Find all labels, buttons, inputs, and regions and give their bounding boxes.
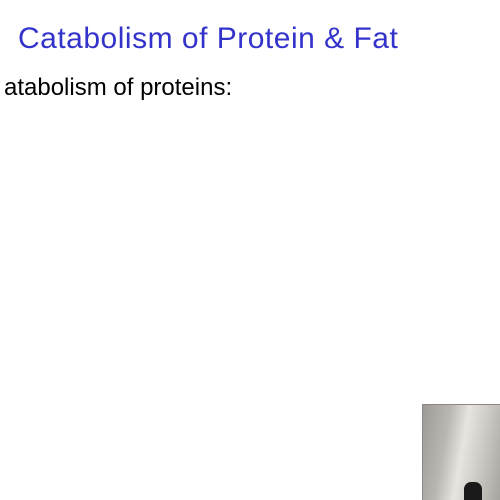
thumbnail-figure <box>464 482 482 500</box>
slide-title: Catabolism of Protein & Fat <box>0 0 500 56</box>
presentation-slide: Catabolism of Protein & Fat atabolism of… <box>0 0 500 500</box>
video-thumbnail <box>422 404 500 500</box>
slide-subtitle: atabolism of proteins: <box>0 56 500 102</box>
